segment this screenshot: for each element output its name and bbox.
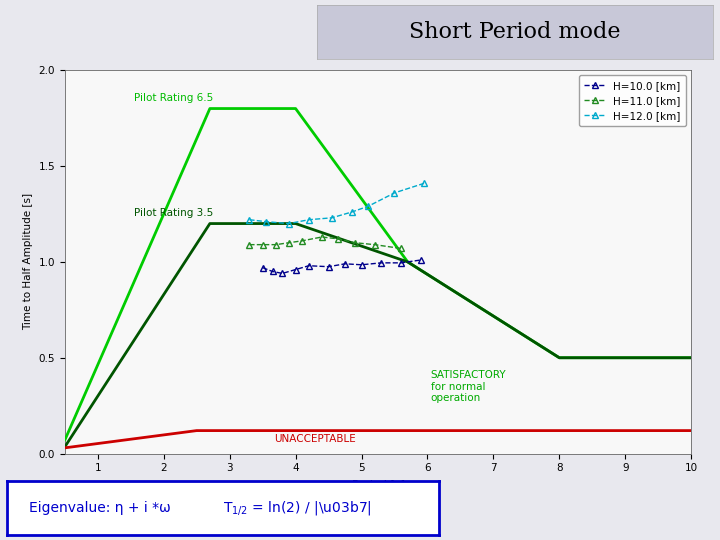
Text: UNACCEPTABLE: UNACCEPTABLE [274,434,356,444]
Text: T$_{1/2}$ = ln(2) / |\u03b7|: T$_{1/2}$ = ln(2) / |\u03b7| [223,498,372,517]
Text: Short Period mode: Short Period mode [409,22,621,43]
Y-axis label: Time to Half Amplitude [s]: Time to Half Amplitude [s] [23,193,33,330]
Text: SATISFACTORY
for normal
operation: SATISFACTORY for normal operation [431,370,506,403]
Text: Pilot Rating 6.5: Pilot Rating 6.5 [134,93,213,103]
Legend: H=10.0 [km], H=11.0 [km], H=12.0 [km]: H=10.0 [km], H=11.0 [km], H=12.0 [km] [579,76,686,126]
X-axis label: Period [s]: Period [s] [351,479,405,489]
Text: Eigenvalue: η + i *ω: Eigenvalue: η + i *ω [29,501,171,515]
Text: Pilot Rating 3.5: Pilot Rating 3.5 [134,208,213,218]
